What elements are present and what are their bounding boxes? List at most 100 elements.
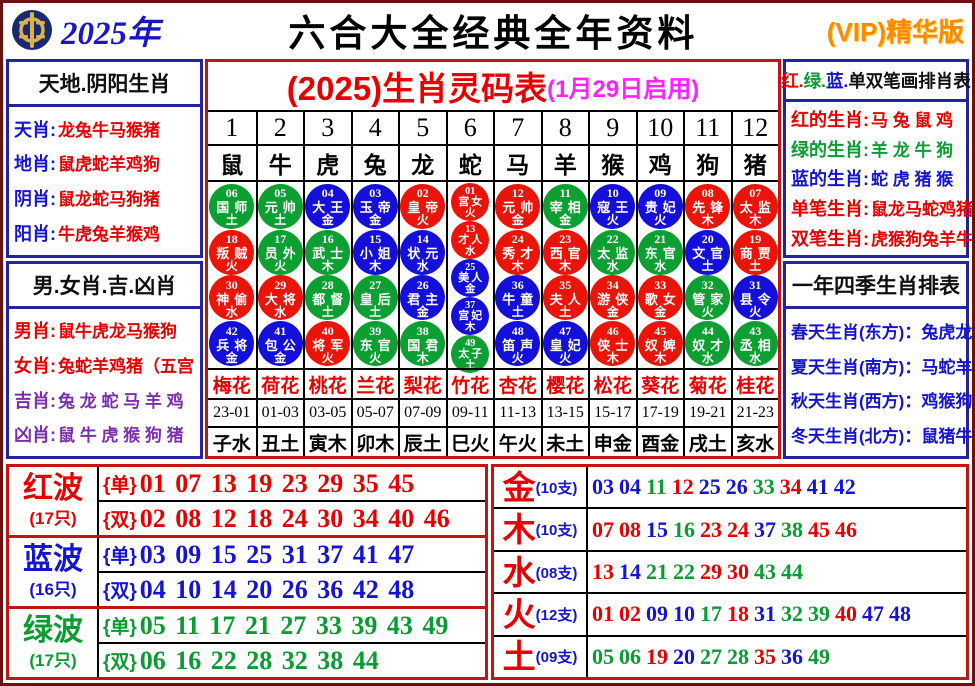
number-ball: 26 君主金 (400, 275, 446, 321)
number-ball: 30 神偷水 (209, 275, 255, 321)
coin-emblem-icon (12, 10, 52, 50)
number-ball: 31 县令火 (732, 275, 778, 321)
ball-title: 东官 (359, 337, 396, 353)
ball-number: 30 (225, 277, 238, 292)
row-label: 阴肖: (14, 189, 56, 210)
ball-title: 神偷 (216, 291, 253, 307)
number-ball: 21 东官水 (637, 229, 683, 275)
number-ball: 46 侠士木 (590, 321, 636, 367)
element-number: 40 (835, 601, 857, 627)
ball-title: 宫女 (458, 195, 485, 208)
element-number: 09 (646, 601, 668, 627)
ball-number: 01 (465, 185, 476, 197)
ball-number: 06 (225, 186, 238, 201)
row-value: 牛虎兔羊猴鸡 (58, 224, 160, 244)
ball-column-马: 12 元帅金 24 秀才木 36 牛童土 48 笛声火 (493, 182, 541, 368)
element-count: (10支) (535, 522, 578, 540)
column-number: 12 (730, 112, 779, 144)
zodiac-name: 兔 (350, 146, 399, 180)
element-number: 28 (727, 643, 749, 669)
element-number: 47 (862, 601, 884, 627)
element-number: 06 (619, 643, 641, 669)
ball-element: 木 (321, 259, 334, 274)
ball-number: 24 (511, 232, 524, 247)
ball-title: 武士 (312, 246, 349, 262)
ball-title: 宰相 (549, 200, 586, 216)
hour-range: 15-17 (588, 400, 636, 426)
ball-column-牛: 05 元帅土 17 员外火 29 大将水 41 包公金 (255, 182, 304, 368)
hour-row: 23-01 01-03 03-05 05-07 07-09 09-11 11-13 13-15… (208, 398, 778, 426)
number-ball: 22 太监水 (590, 229, 636, 275)
wave-lines: {单} 01 07 13 19 23 29 35 45 {双} 02 08 12 18… (99, 467, 485, 535)
number-ball: 33 歌女金 (637, 275, 683, 321)
balls-grid: 06 国师土 18 叛贼火 30 神偷水 42 兵将金 05 元帅土 17 员外火 29 大将水 41 包公金… (208, 182, 779, 373)
row-value: 龙兔牛马猴猪 (58, 120, 160, 140)
number-ball: 44 奴才水 (685, 321, 731, 367)
wave-count: (17只) (29, 651, 77, 671)
element-number: 37 (754, 516, 776, 542)
ball-number: 02 (416, 186, 429, 201)
parity-tag: {双} (103, 510, 137, 531)
element-number: 21 (646, 559, 668, 585)
number-ball: 29 大将水 (257, 275, 303, 321)
ball-title: 叛贼 (216, 246, 253, 262)
ball-element: 水 (701, 350, 714, 365)
number-ball: 12 元帅金 (495, 183, 541, 229)
ball-element: 水 (416, 259, 429, 274)
element-name: 火 (502, 595, 536, 633)
number-ball: 16 武士木 (305, 229, 351, 275)
ball-element: 木 (416, 350, 429, 365)
ball-number: 39 (369, 323, 382, 338)
ball-element: 水 (274, 304, 287, 319)
ball-element: 金 (274, 350, 287, 365)
flower-name: 松花 (588, 370, 636, 398)
ball-title: 牛童 (502, 291, 539, 307)
element-number: 38 (781, 516, 803, 542)
number-ball: 04 大王金 (305, 183, 351, 229)
ball-title: 元帅 (264, 200, 301, 216)
number-ball: 09 贵妃火 (637, 183, 683, 229)
wave-group: 蓝波 (16只) {单} 03 09 15 25 31 37 41 47 {双} 04 1… (9, 535, 485, 606)
element-name: 木 (502, 511, 536, 549)
ball-title: 大王 (312, 200, 349, 216)
ball-title: 贵妃 (644, 200, 681, 216)
row-label: 天肖: (14, 119, 56, 140)
number-ball: 18 叛贼火 (209, 229, 255, 275)
wave-number-line: {单} 03 09 15 25 31 37 41 47 (99, 538, 485, 571)
wave-group: 红波 (17只) {单} 01 07 13 19 23 29 35 45 {双} 02 0… (9, 467, 485, 535)
row-value: 蛇 虎 猪 猴 (871, 170, 954, 190)
row-value: 鼠龙蛇马狗猪 (58, 190, 160, 210)
row-label: 男肖: (14, 321, 56, 342)
ball-element: 土 (465, 358, 476, 371)
ball-number: 09 (654, 186, 667, 201)
column-number: 6 (445, 112, 494, 144)
ball-number: 25 (465, 261, 476, 273)
ball-number: 03 (369, 186, 382, 201)
ball-element: 火 (559, 350, 572, 365)
number-ball: 42 兵将金 (209, 321, 255, 367)
number-ball: 15 小姐木 (352, 229, 398, 275)
hour-range: 23-01 (213, 404, 251, 421)
number-ball: 47 皇妃火 (542, 321, 588, 367)
number-ball: 37 宫妃木 (451, 297, 490, 335)
wave-numbers: 05 11 17 21 27 33 39 43 49 (139, 610, 449, 640)
ball-column-猪: 07 太监木 19 商贾土 31 县令火 43 丞相水 (730, 182, 779, 368)
ball-title: 太子 (458, 347, 485, 360)
ball-title: 夫人 (549, 291, 586, 307)
element-number: 31 (754, 601, 776, 627)
title-part: 蓝. (825, 71, 849, 91)
wave-lines: {单} 03 09 15 25 31 37 41 47 {双} 04 10 14 20… (99, 538, 485, 606)
ball-number: 47 (559, 323, 572, 338)
vip-edition-label: (VIP)精华版 (826, 16, 964, 47)
number-ball: 11 宰相金 (542, 183, 588, 229)
row-value: 鼠 牛 虎 猴 狗 猪 (58, 426, 184, 446)
year-label: 2025年 (61, 16, 160, 52)
ball-title: 皇妃 (549, 337, 586, 353)
wave-numbers: 04 10 14 20 26 36 42 48 (139, 574, 415, 604)
hour-range: 21-23 (730, 400, 779, 426)
ball-number: 13 (465, 223, 476, 235)
ball-number: 19 (749, 232, 762, 247)
table-title: (2025)生肖灵码表 (286, 70, 548, 107)
element-number: 26 (725, 474, 748, 500)
table-subtitle: (1月29日启用) (547, 75, 700, 103)
